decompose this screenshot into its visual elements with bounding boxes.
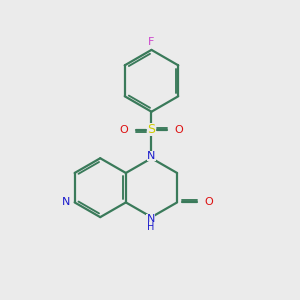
- Text: S: S: [148, 124, 155, 136]
- Text: H: H: [147, 222, 154, 233]
- Text: N: N: [146, 214, 155, 224]
- Text: O: O: [204, 197, 213, 207]
- Text: N: N: [147, 151, 156, 161]
- Text: O: O: [119, 125, 128, 135]
- Text: N: N: [61, 197, 70, 207]
- Text: O: O: [175, 125, 184, 135]
- Text: F: F: [148, 37, 155, 46]
